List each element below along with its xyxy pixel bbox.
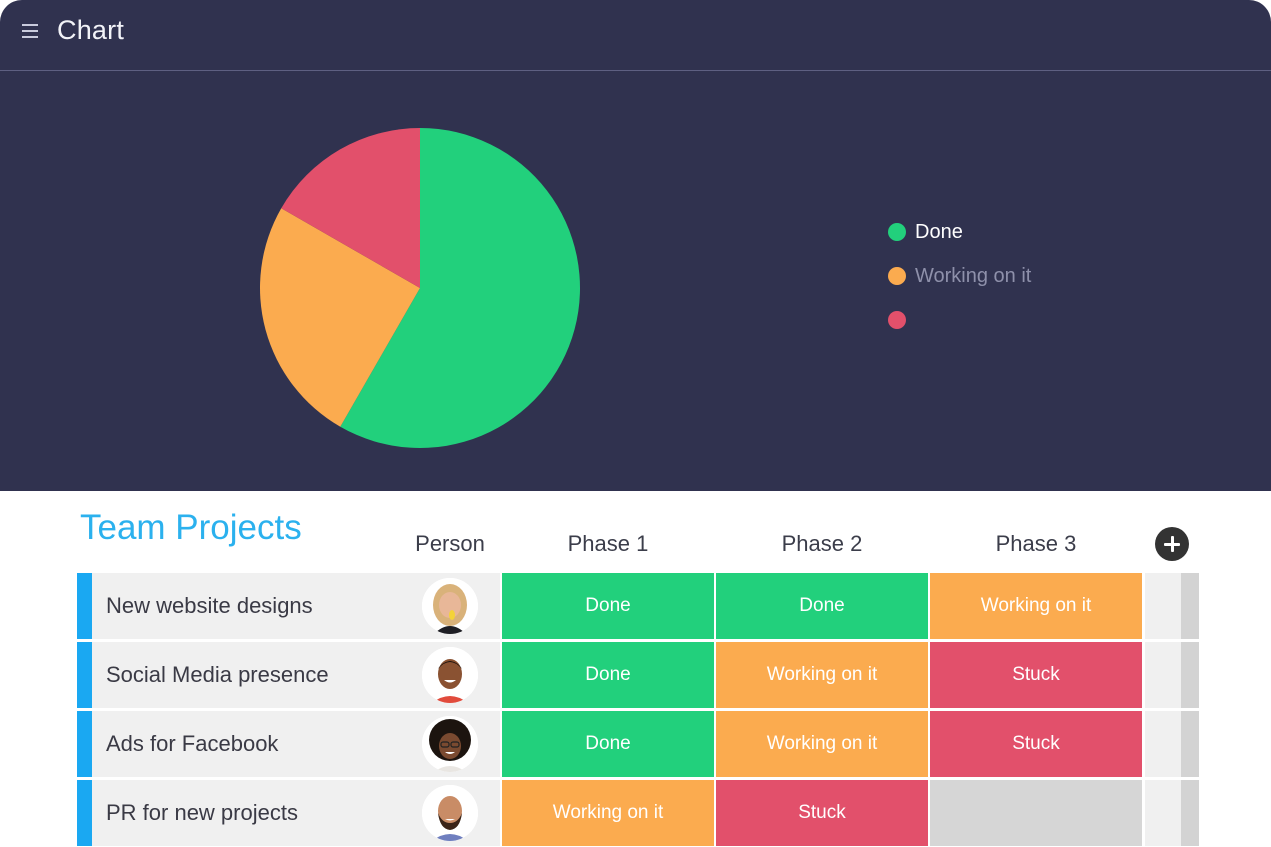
row-scroll-edge	[1181, 780, 1199, 846]
avatar-woman-blonde	[422, 578, 478, 634]
legend-dot-stuck	[888, 311, 906, 329]
item-name: Social Media presence	[106, 662, 329, 687]
person-cell[interactable]	[400, 642, 500, 708]
status-cell-phase1[interactable]: Done	[502, 642, 714, 708]
status-cell-phase2[interactable]: Stuck	[716, 780, 928, 846]
table-row: PR for new projects Working on it Stuck	[77, 780, 1199, 846]
legend-label: Done	[915, 221, 963, 243]
person-cell[interactable]	[400, 711, 500, 777]
status-cell-phase1[interactable]: Working on it	[502, 780, 714, 846]
status-cell-phase1[interactable]: Done	[502, 711, 714, 777]
status-cell-phase2[interactable]: Done	[716, 573, 928, 639]
person-cell[interactable]	[400, 780, 500, 846]
avatar-man-smiling	[422, 647, 478, 703]
status-cell-phase3[interactable]: Stuck	[930, 642, 1142, 708]
row-scroll-edge	[1181, 711, 1199, 777]
pie-chart	[259, 127, 580, 448]
table-row: Ads for Facebook Done Working on it Stuc…	[77, 711, 1199, 777]
column-header-person[interactable]: Person	[415, 531, 485, 556]
pie-slice-working-on-it[interactable]	[259, 208, 420, 427]
status-cell-phase2[interactable]: Working on it	[716, 642, 928, 708]
status-cell-phase1[interactable]: Done	[502, 573, 714, 639]
board-title: Team Projects	[80, 508, 302, 547]
row-color-bar	[77, 780, 92, 846]
item-name: New website designs	[106, 593, 313, 618]
status-cell-phase2[interactable]: Working on it	[716, 711, 928, 777]
avatar-woman-curly-hair	[422, 716, 478, 772]
item-name: PR for new projects	[106, 800, 298, 825]
legend-label: Working on it	[915, 265, 1032, 287]
table-row: Social Media presence Done Working on it…	[77, 642, 1199, 708]
row-extra-cell	[1145, 780, 1181, 846]
pie-slice-done[interactable]	[340, 128, 580, 448]
row-extra-cell	[1145, 711, 1181, 777]
row-extra-cell	[1145, 573, 1181, 639]
status-cell-phase3[interactable]: Working on it	[930, 573, 1142, 639]
avatar-man-beard	[422, 785, 478, 841]
legend-dot-working	[888, 267, 906, 285]
table-row: New website designs Done Done Working on…	[77, 573, 1199, 639]
row-scroll-edge	[1181, 573, 1199, 639]
row-color-bar	[77, 642, 92, 708]
hamburger-menu-icon[interactable]	[22, 24, 38, 38]
row-color-bar	[77, 711, 92, 777]
person-cell[interactable]	[400, 573, 500, 639]
row-extra-cell	[1145, 642, 1181, 708]
column-header-phase1[interactable]: Phase 1	[567, 531, 649, 556]
chart-panel: Chart Done Working on it	[0, 0, 1271, 491]
status-cell-phase3[interactable]: Stuck	[930, 711, 1142, 777]
chart-header: Chart	[0, 0, 1271, 71]
item-name: Ads for Facebook	[106, 731, 279, 756]
status-cell-phase3[interactable]	[930, 780, 1142, 846]
chart-title: Chart	[57, 15, 125, 45]
pie-slice-unlabeled[interactable]	[281, 127, 420, 288]
row-color-bar	[77, 573, 92, 639]
column-header-phase2[interactable]: Phase 2	[781, 531, 863, 556]
column-header-phase3[interactable]: Phase 3	[995, 531, 1077, 556]
row-scroll-edge	[1181, 642, 1199, 708]
legend-dot-done	[888, 223, 906, 241]
add-column-plus-icon[interactable]	[1155, 527, 1189, 561]
